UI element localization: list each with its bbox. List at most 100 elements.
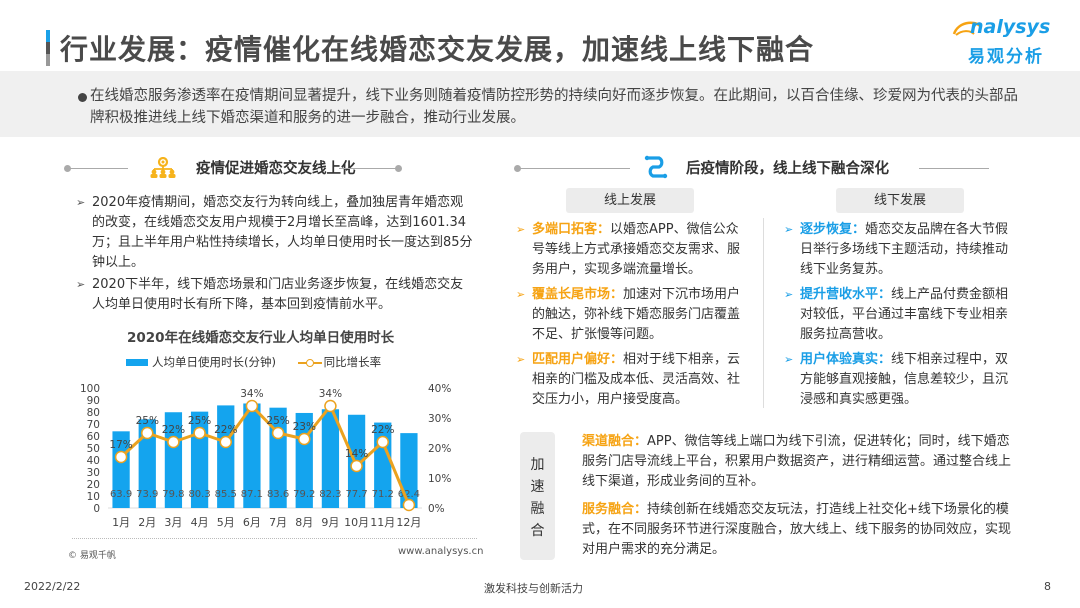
bar bbox=[243, 403, 261, 508]
summary-band: 在线婚恋服务渗透率在疫情期间显著提升，线下业务则随着疫情防控形势的持续向好而逐步… bbox=[0, 71, 1080, 137]
x-tick-label: 2月 bbox=[138, 516, 156, 529]
bullet-dot-icon bbox=[78, 93, 87, 102]
tab-online-development: 线上发展 bbox=[566, 188, 694, 213]
arrow-icon: ➢ bbox=[516, 223, 526, 236]
source-divider bbox=[72, 538, 477, 539]
offline-item: ➢ 提升营收水平：线上产品付费金额相对较低，平台通过丰富线下专业相亲服务拉高营收… bbox=[784, 287, 1009, 342]
page-number: 8 bbox=[1044, 580, 1051, 593]
x-tick-label: 7月 bbox=[269, 516, 287, 529]
offline-item: ➢ 逐步恢复：婚恋交友品牌在各大节假日举行多场线下主题活动，持续推动线下业务复苏… bbox=[784, 222, 1009, 277]
tab-offline-development: 线下发展 bbox=[836, 188, 964, 213]
arrow-icon: ➢ bbox=[784, 223, 794, 236]
growth-rate-point bbox=[350, 459, 363, 473]
title-accent-bar bbox=[46, 30, 50, 66]
y-left-tick-label: 0 bbox=[93, 503, 100, 515]
bar-value-label: 73.9 bbox=[136, 489, 158, 500]
bar bbox=[321, 409, 340, 508]
growth-rate-point bbox=[324, 399, 337, 413]
bar bbox=[164, 412, 183, 508]
fusion-item: 服务融合：持续创新在线婚恋交友玩法，打造线上社交化+线下场景化的模式，在不同服务… bbox=[582, 502, 1012, 557]
growth-rate-point bbox=[245, 399, 259, 413]
bar-value-label: 82.3 bbox=[319, 489, 341, 500]
legend-item-bar: 人均单日使用时长(分钟) bbox=[126, 354, 276, 370]
arrow-icon: ➢ bbox=[516, 288, 526, 301]
logo-swoosh-icon bbox=[952, 21, 981, 36]
summary-text: 在线婚恋服务渗透率在疫情期间显著提升，线下业务则随着疫情防控形势的持续向好而逐步… bbox=[90, 88, 1018, 126]
y-left-tick-label: 80 bbox=[87, 407, 100, 419]
growth-rate-label: 22% bbox=[162, 424, 185, 436]
x-tick-label: 10月 bbox=[344, 516, 369, 529]
growth-rate-label: 22% bbox=[371, 424, 394, 436]
y-right-tick-label: 40% bbox=[428, 383, 451, 395]
page-title: 行业发展：疫情催化在线婚恋交友发展，加速线上线下融合 bbox=[60, 33, 815, 66]
right-section-heading: 后疫情阶段，线上线下融合深化 bbox=[514, 155, 989, 179]
left-bullet-item: ➢ 2020下半年，线下婚恋场景和门店业务逐步恢复，在线婚恋交友人均单日使用时长… bbox=[76, 277, 464, 312]
fusion-label-char: 速 bbox=[530, 479, 545, 495]
y-left-tick-label: 100 bbox=[80, 383, 100, 395]
y-left-tick-label: 60 bbox=[87, 431, 100, 443]
online-list: ➢ 多端口拓客：以婚恋APP、微信公众号等线上方式承接婚恋交友需求、服务用户，实… bbox=[516, 220, 748, 415]
people-network-icon bbox=[150, 157, 176, 178]
growth-rate-point bbox=[219, 435, 232, 449]
y-right-tick-label: 20% bbox=[428, 443, 451, 455]
bar-value-label: 62.4 bbox=[398, 489, 420, 500]
arrow-icon: ➢ bbox=[76, 278, 86, 291]
x-tick-label: 6月 bbox=[243, 516, 261, 529]
arrow-icon: ➢ bbox=[516, 353, 526, 366]
growth-rate-point bbox=[376, 435, 389, 449]
logo-text-en: nalysys bbox=[970, 16, 1051, 38]
footer-date: 2022/2/22 bbox=[24, 580, 81, 593]
online-item: ➢ 匹配用户偏好：相对于线下相亲，云相亲的门槛及成本低、灵活高效、社交压力小，用… bbox=[516, 352, 741, 407]
fusion-label-char: 加 bbox=[530, 457, 545, 473]
bar-value-label: 79.2 bbox=[293, 489, 315, 500]
growth-rate-label: 14% bbox=[345, 448, 368, 460]
y-left-tick-label: 70 bbox=[87, 419, 100, 431]
growth-rate-label: 22% bbox=[214, 424, 237, 436]
bar-value-label: 85.5 bbox=[215, 489, 237, 500]
growth-rate-label: 17% bbox=[109, 439, 132, 451]
growth-rate-point bbox=[298, 432, 311, 446]
left-bullet-item: ➢ 2020年疫情期间，婚恋交友行为转向线上，叠加独居青年婚恋观的改变，在线婚恋… bbox=[76, 195, 473, 270]
fusion-item: 渠道融合：APP、微信等线上端口为线下引流，促进转化；同时，线下婚恋服务门店导流… bbox=[582, 434, 1012, 489]
legend-item-line: 同比增长率 bbox=[297, 354, 381, 370]
bar-value-label: 80.3 bbox=[188, 489, 210, 500]
bar-value-label: 83.6 bbox=[267, 489, 289, 500]
fusion-label-box: 加 速 融 合 bbox=[520, 432, 555, 560]
legend-line-swatch bbox=[297, 358, 322, 368]
x-tick-label: 9月 bbox=[321, 516, 339, 529]
x-tick-label: 4月 bbox=[191, 516, 209, 529]
arrow-icon: ➢ bbox=[784, 353, 794, 366]
y-left-tick-label: 10 bbox=[87, 491, 100, 503]
online-item: ➢ 多端口拓客：以婚恋APP、微信公众号等线上方式承接婚恋交友需求、服务用户，实… bbox=[516, 222, 741, 277]
y-left-tick-label: 50 bbox=[87, 443, 100, 455]
y-left-tick-label: 40 bbox=[87, 455, 100, 467]
arrow-icon: ➢ bbox=[784, 288, 794, 301]
growth-rate-label: 23% bbox=[293, 421, 316, 433]
column-divider bbox=[763, 218, 764, 408]
chart-legend: 人均单日使用时长(分钟) 同比增长率 bbox=[126, 354, 399, 370]
y-right-tick-label: 0% bbox=[428, 503, 445, 515]
growth-rate-label: 25% bbox=[136, 415, 159, 427]
bar bbox=[112, 431, 130, 508]
growth-rate-label: 34% bbox=[319, 388, 342, 400]
s-curve-icon bbox=[644, 155, 668, 179]
fusion-label-char: 合 bbox=[530, 523, 545, 539]
x-tick-label: 11月 bbox=[370, 516, 395, 529]
bar bbox=[217, 405, 235, 508]
x-tick-label: 3月 bbox=[164, 516, 182, 529]
x-tick-label: 12月 bbox=[396, 516, 421, 529]
x-tick-label: 8月 bbox=[295, 516, 313, 529]
source-credit: © 易观千帆 bbox=[68, 551, 116, 561]
offline-list: ➢ 逐步恢复：婚恋交友品牌在各大节假日举行多场线下主题活动，持续推动线下业务复苏… bbox=[784, 220, 1018, 415]
growth-rate-point bbox=[141, 426, 154, 440]
left-bullet-list: ➢ 2020年疫情期间，婚恋交友行为转向线上，叠加独居青年婚恋观的改变，在线婚恋… bbox=[76, 193, 476, 317]
growth-rate-point bbox=[271, 426, 285, 440]
left-section-title: 疫情促进婚恋交友线上化 bbox=[196, 161, 356, 177]
growth-rate-point bbox=[402, 498, 416, 512]
bar-value-label: 79.8 bbox=[162, 489, 184, 500]
footer-slogan: 激发科技与创新活力 bbox=[484, 582, 583, 595]
bar bbox=[138, 419, 156, 508]
online-item: ➢ 覆盖长尾市场：加速对下沉市场用户的触达，弥补线下婚恋服务门店覆盖不足、扩张慢… bbox=[516, 287, 741, 342]
x-tick-label: 5月 bbox=[217, 516, 235, 529]
